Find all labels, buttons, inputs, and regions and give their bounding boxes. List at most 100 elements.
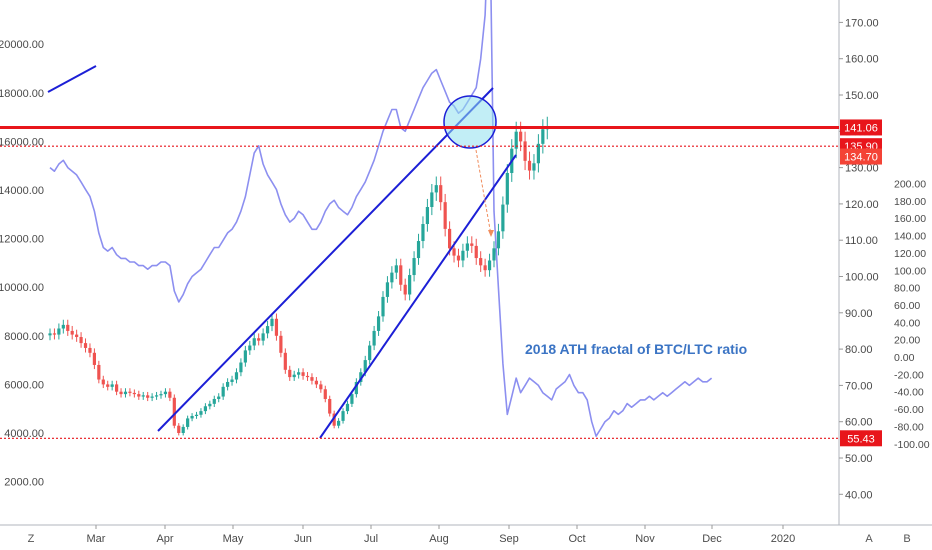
candle-body xyxy=(505,172,509,205)
candle-body xyxy=(350,394,354,404)
candle-body xyxy=(288,369,292,378)
candle-body xyxy=(341,411,345,421)
overlay-axis-tick: -40.00 xyxy=(894,387,924,399)
candle-body xyxy=(132,392,136,395)
right-axis-tick: 70.00 xyxy=(845,380,873,392)
candle-body xyxy=(412,258,416,276)
timezone-button[interactable]: Z xyxy=(27,533,35,545)
candle-body xyxy=(297,372,301,375)
candle-body xyxy=(181,426,185,433)
left-axis-tick: 18000.00 xyxy=(0,88,44,100)
drawings-layer xyxy=(47,65,517,439)
candle-body xyxy=(283,352,287,370)
overlay-axis-tick: 80.00 xyxy=(894,283,920,295)
candle-body xyxy=(323,389,327,399)
candle-body xyxy=(194,414,199,416)
right-axis-tick: 150.00 xyxy=(845,90,879,102)
candle-body xyxy=(385,282,390,297)
candle-body xyxy=(203,406,207,412)
candle-body xyxy=(408,275,412,295)
candle-body xyxy=(75,334,79,338)
overlay-axis-tick: 120.00 xyxy=(894,248,926,260)
price-tag: 55.43 xyxy=(840,430,882,447)
candle-body xyxy=(430,192,434,208)
candle-body xyxy=(310,377,314,381)
left-axis-tick: 8000.00 xyxy=(4,331,44,343)
right-axis-tick: 60.00 xyxy=(845,417,873,429)
candle-body xyxy=(487,260,492,271)
candle-body xyxy=(359,372,363,382)
candle-body xyxy=(381,296,385,317)
channel-lower-line xyxy=(319,154,517,439)
candle-body xyxy=(390,272,394,283)
candle-body xyxy=(492,248,496,261)
auto-scale-button[interactable]: A xyxy=(865,533,873,545)
btc-ltc-ratio-line xyxy=(49,0,713,438)
overlay-axis-tick: 180.00 xyxy=(894,196,926,208)
candle-body xyxy=(421,224,425,242)
candle-body xyxy=(527,160,532,171)
time-axis-tick: Apr xyxy=(156,533,173,545)
overlay-axis-tick: -100.00 xyxy=(894,439,930,451)
candle-body xyxy=(208,403,212,407)
right-axis-tick: 170.00 xyxy=(845,17,879,29)
candle-body xyxy=(97,364,101,380)
candle-body xyxy=(199,411,203,415)
candle-body xyxy=(48,333,52,336)
right-axis-tick: 100.00 xyxy=(845,272,879,284)
horizontal-levels xyxy=(0,125,839,439)
candle-body xyxy=(456,255,461,261)
trend-fragment-line xyxy=(47,65,97,93)
time-axis-tick: 2020 xyxy=(771,533,795,545)
price-tag-label: 134.70 xyxy=(844,152,878,164)
candle-body xyxy=(234,372,239,380)
candle-body xyxy=(337,420,341,426)
candle-body xyxy=(115,384,119,392)
candle-body xyxy=(372,330,376,346)
candle-body xyxy=(354,381,358,395)
overlay-axis-tick: 0.00 xyxy=(894,352,915,364)
candle-body xyxy=(425,207,429,225)
candle-body xyxy=(101,379,105,385)
candle-body xyxy=(274,318,279,336)
left-axis: 2000.00 4000.00 6000.00 8000.00 10000.00 1200… xyxy=(0,39,44,488)
price-tag-bg xyxy=(840,430,882,447)
candle-body xyxy=(305,375,310,378)
candle-body xyxy=(519,131,523,142)
time-axis-tick: Jul xyxy=(364,533,378,545)
candle-body xyxy=(319,384,323,390)
candle-body xyxy=(474,245,478,259)
time-axis[interactable]: Mar Apr May Jun Jul Aug Sep Oct Nov Dec 2020 xyxy=(87,525,796,545)
price-tag-bg xyxy=(840,119,882,136)
time-axis-tick: Jun xyxy=(294,533,312,545)
ratio-polyline xyxy=(49,0,713,438)
left-axis-tick: 14000.00 xyxy=(0,185,44,197)
candle-body xyxy=(523,141,527,161)
candle-body xyxy=(66,324,70,331)
candle-body xyxy=(465,243,469,251)
candle-body xyxy=(279,335,283,353)
overlay-axis: -100.00 -80.00 -60.00 -40.00 -20.00 0.00 20.00… xyxy=(894,179,930,451)
candle-body xyxy=(154,395,159,397)
candle-body xyxy=(394,265,398,273)
right-axis-tick: 90.00 xyxy=(845,308,873,320)
time-axis-tick: Oct xyxy=(568,533,585,545)
candle-body xyxy=(257,338,261,341)
candle-body xyxy=(416,241,421,259)
left-axis-tick: 20000.00 xyxy=(0,39,44,51)
highlight-circle xyxy=(443,95,497,149)
candle-body xyxy=(399,265,403,285)
candle-body xyxy=(106,384,110,387)
candle-body xyxy=(190,415,194,419)
candle-body xyxy=(83,343,88,348)
candle-body xyxy=(163,391,168,395)
candle-body xyxy=(470,243,474,246)
overlay-axis-tick: 160.00 xyxy=(894,213,926,225)
price-tag-bg xyxy=(840,148,882,165)
candle-body xyxy=(212,398,216,404)
left-axis-tick: 6000.00 xyxy=(4,379,44,391)
candle-body xyxy=(314,380,318,385)
left-axis-tick: 4000.00 xyxy=(4,428,44,440)
right-corner-button[interactable]: B xyxy=(903,533,911,545)
